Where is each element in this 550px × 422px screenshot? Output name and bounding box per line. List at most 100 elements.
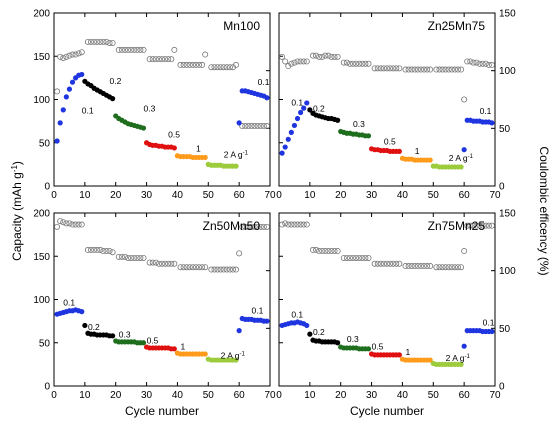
capacity-point (79, 71, 85, 78)
ce-point (75, 221, 82, 228)
capacity-point (427, 157, 433, 163)
ce-point (439, 264, 446, 271)
x-tick-label: 50 (428, 190, 440, 201)
ce-point (57, 218, 64, 225)
ce-point (482, 222, 489, 229)
plot-frame (53, 12, 271, 187)
capacity-point (304, 322, 310, 329)
ce-point (334, 53, 341, 60)
capacity-point (60, 107, 66, 113)
y-right-tick-label: 100 (499, 266, 516, 277)
rate-label: 1 (196, 143, 201, 153)
ce-point (445, 66, 452, 73)
ce-point (100, 38, 107, 45)
y-right-axis-label: Coulombic efficency (%) (537, 146, 550, 275)
ce-point (233, 266, 240, 273)
ce-point (54, 88, 61, 95)
ce-point (155, 260, 162, 267)
ce-point (421, 66, 428, 73)
x-tick-label: 40 (397, 190, 409, 201)
ce-point (165, 260, 172, 267)
rate-label: 0.5 (372, 342, 384, 352)
y-left-axis-label: Capacity (mAh g-1) (10, 161, 25, 261)
ce-point (279, 53, 286, 60)
ce-point (94, 246, 101, 253)
x-tick-label: 20 (110, 190, 122, 201)
ce-point (322, 248, 329, 255)
ce-point (260, 223, 267, 230)
ce-point (137, 254, 144, 261)
ce-point (121, 46, 128, 53)
x-tick-label: 10 (79, 190, 91, 201)
ce-point (279, 221, 286, 228)
ce-point (291, 59, 298, 66)
ce-point (149, 259, 156, 266)
ce-point (433, 264, 440, 271)
capacity-point (69, 79, 76, 85)
ce-point (365, 254, 372, 261)
chart-panel: 0 10 20 30 40 50 60 70 0 50 100 150 200 Mn100 0.1 0.2 0.… (33, 9, 276, 202)
ce-point (282, 220, 289, 227)
ce-point (300, 58, 307, 65)
x-tick-label: 0 (51, 190, 57, 201)
ce-point (88, 246, 95, 253)
ce-point (383, 260, 390, 267)
x-tick-label: 20 (335, 390, 347, 401)
ce-point (417, 263, 424, 270)
ce-point (458, 66, 465, 73)
capacity-point (335, 117, 341, 123)
ce-point (60, 219, 67, 226)
rate-label: 0.2 (313, 327, 325, 337)
capacity-point (301, 105, 307, 111)
ce-point (340, 59, 347, 66)
ce-point (343, 254, 350, 261)
ce-point (331, 53, 338, 60)
ce-point (473, 59, 480, 66)
y-right-tick-label: 0 (499, 382, 505, 393)
ce-point (84, 38, 91, 45)
ce-point (436, 264, 443, 271)
ce-point (377, 260, 384, 267)
ce-point (202, 51, 209, 58)
ce-point (377, 65, 384, 72)
ce-point (328, 248, 335, 255)
y-left-tick-label: 150 (33, 52, 50, 63)
chart-panel: 0 10 20 30 40 50 60 70 0 50 100 150 200 Zn50Mn50 0.1 0.… (33, 209, 276, 402)
ce-point (390, 260, 397, 267)
ce-point (162, 260, 169, 267)
ce-point (78, 49, 85, 56)
ce-point (334, 248, 341, 255)
ce-point (152, 56, 159, 63)
capacity-point (82, 322, 88, 329)
ce-point (303, 221, 310, 228)
ce-point (436, 66, 443, 73)
rate-label: 0.3 (347, 334, 359, 344)
ce-point (180, 61, 187, 68)
capacity-point (335, 340, 341, 346)
ce-point (183, 264, 190, 271)
ce-point (66, 52, 73, 59)
ce-point (464, 58, 471, 65)
capacity-point (307, 331, 313, 337)
x-tick-label: 10 (304, 390, 316, 401)
ce-point (427, 66, 434, 73)
rate-label: 1 (406, 347, 411, 357)
x-tick-label: 50 (203, 390, 215, 401)
ce-point (54, 223, 61, 230)
ce-point (260, 123, 267, 130)
panel-title: Zn75Mn25 (428, 219, 486, 233)
ce-point (233, 61, 240, 68)
capacity-point (489, 120, 495, 126)
y-left-tick-label: 0 (44, 382, 50, 393)
ce-point (69, 221, 76, 228)
ce-point (405, 66, 412, 73)
x-tick-label: 20 (335, 190, 347, 201)
capacity-point (396, 352, 402, 358)
y-right-tick-label: 0 (499, 182, 505, 193)
ce-point (158, 260, 165, 267)
ce-point (442, 264, 449, 271)
ce-point (313, 52, 320, 59)
capacity-point (489, 328, 495, 335)
x-tick-label: 40 (397, 390, 409, 401)
ce-point (223, 64, 230, 71)
